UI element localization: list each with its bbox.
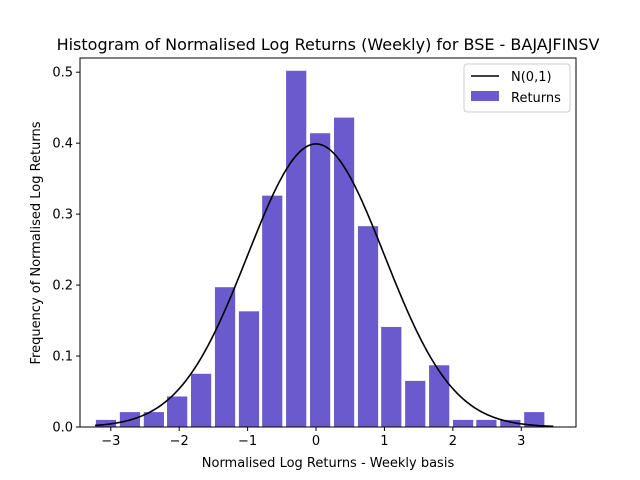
x-tick-label: −1 bbox=[238, 434, 257, 449]
chart-title: Histogram of Normalised Log Returns (Wee… bbox=[57, 35, 600, 54]
histogram-bar bbox=[429, 365, 450, 427]
y-tick-label: 0.0 bbox=[52, 421, 73, 436]
histogram-bar bbox=[500, 419, 521, 427]
y-tick-label: 0.3 bbox=[52, 208, 73, 223]
y-tick-label: 0.5 bbox=[52, 66, 73, 81]
normal-curve-line bbox=[94, 143, 554, 428]
histogram-bar bbox=[262, 195, 283, 427]
plot-frame bbox=[79, 57, 577, 428]
histogram-bar bbox=[476, 419, 497, 427]
histogram-bar bbox=[381, 326, 402, 427]
histogram-bar bbox=[143, 412, 164, 427]
y-tick-label: 0.1 bbox=[52, 350, 73, 365]
x-tick-label: 1 bbox=[380, 434, 388, 449]
y-tick-label: 0.2 bbox=[52, 279, 73, 294]
legend-label-normal: N(0,1) bbox=[511, 70, 552, 85]
x-tick-label: 2 bbox=[449, 434, 457, 449]
histogram-bars bbox=[95, 70, 545, 428]
histogram-bar bbox=[524, 412, 545, 427]
histogram-bar bbox=[167, 396, 188, 427]
x-tick-label: −2 bbox=[170, 434, 189, 449]
x-axis-label: Normalised Log Returns - Weekly basis bbox=[202, 456, 455, 471]
legend: N(0,1) Returns bbox=[463, 63, 571, 113]
y-axis-ticks: 0.0 0.1 0.2 0.3 0.4 0.5 bbox=[52, 66, 80, 436]
x-tick-label: 0 bbox=[312, 434, 320, 449]
legend-label-returns: Returns bbox=[511, 91, 561, 106]
histogram-bar bbox=[190, 373, 212, 427]
y-axis-label: Frequency of Normalised Log Returns bbox=[29, 121, 44, 364]
x-tick-label: −3 bbox=[101, 434, 120, 449]
histogram-bar bbox=[453, 419, 474, 427]
histogram-bar bbox=[357, 226, 379, 427]
histogram-bar bbox=[286, 70, 307, 428]
x-axis-ticks: −3 −2 −1 0 1 2 3 bbox=[101, 427, 525, 449]
legend-patch-swatch bbox=[471, 91, 499, 101]
histogram-bar bbox=[95, 419, 117, 427]
histogram-bar bbox=[238, 311, 260, 427]
x-tick-label: 3 bbox=[517, 434, 525, 449]
y-tick-label: 0.4 bbox=[52, 137, 73, 152]
histogram-bar bbox=[333, 117, 355, 427]
histogram-bar bbox=[310, 133, 331, 427]
histogram-bar bbox=[405, 380, 426, 427]
